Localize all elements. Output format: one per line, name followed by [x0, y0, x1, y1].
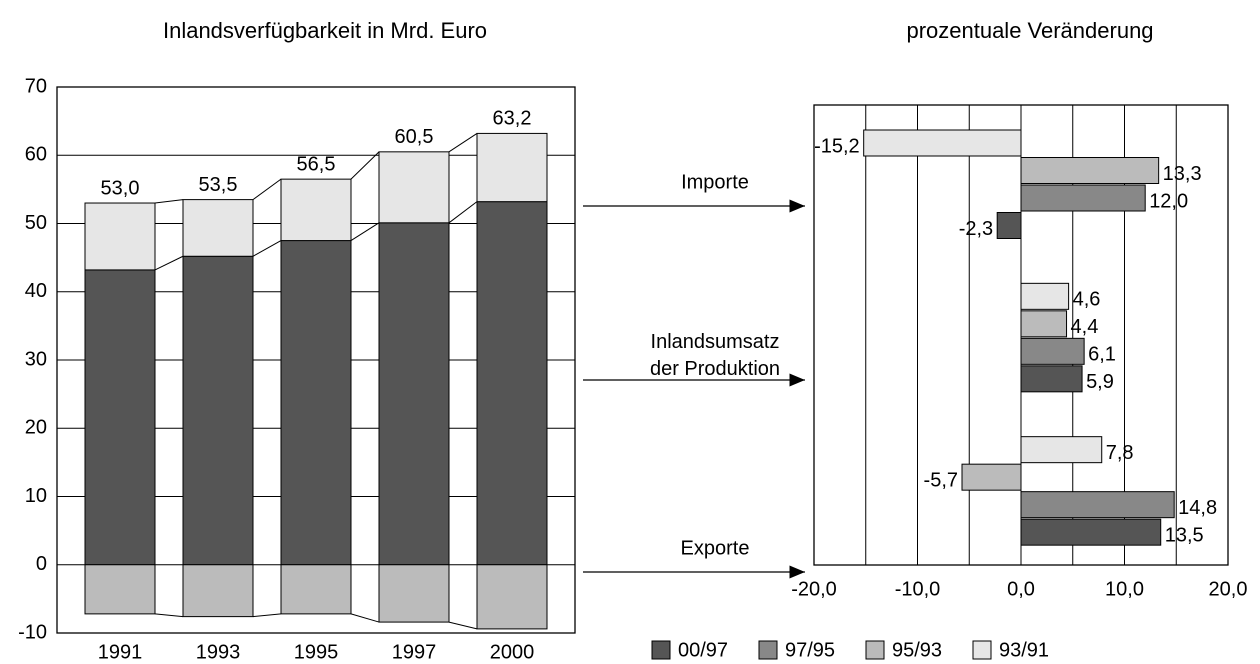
legend-label: 95/93: [892, 639, 942, 661]
total-label: 53,0: [101, 177, 140, 199]
bar-segment: [84, 202, 156, 271]
x-tick-label: 2000: [490, 641, 535, 663]
x-tick-label: 1995: [294, 641, 339, 663]
bar: [1020, 518, 1162, 546]
chart-title: prozentuale Veränderung: [906, 18, 1153, 43]
x-tick-label: 0,0: [1007, 578, 1035, 600]
y-tick-label: 40: [25, 280, 47, 302]
y-tick-label: 10: [25, 485, 47, 507]
bar-segment: [182, 564, 254, 618]
bar: [961, 463, 1022, 491]
value-label: 13,5: [1165, 524, 1204, 546]
legend-swatch: [758, 640, 778, 660]
bar-segment: [182, 255, 254, 566]
plot-frame: [813, 104, 1229, 566]
legend-label: 00/97: [678, 639, 728, 661]
arrows: [583, 199, 805, 579]
category-label: Exporte: [681, 537, 750, 559]
bar: [1020, 337, 1085, 365]
bar: [1020, 310, 1068, 338]
bar: [863, 129, 1022, 157]
connector: [448, 132, 478, 153]
legend-label: 97/95: [785, 639, 835, 661]
y-tick-label: 50: [25, 212, 47, 234]
value-label: -5,7: [924, 469, 958, 491]
legend-swatch: [972, 640, 992, 660]
connector: [350, 613, 380, 623]
value-label: 14,8: [1178, 497, 1217, 519]
connector: [350, 222, 380, 241]
connector: [252, 240, 282, 257]
bar: [1020, 436, 1103, 464]
value-label: 13,3: [1163, 163, 1202, 185]
legend-swatch: [865, 640, 885, 660]
plot-frame: [56, 86, 576, 634]
bar-segment: [280, 240, 352, 566]
connector: [448, 621, 478, 630]
bar-segment: [476, 564, 548, 630]
y-tick-label: 30: [25, 348, 47, 370]
x-tick-label: 10,0: [1105, 578, 1144, 600]
bar: [1020, 157, 1160, 184]
connector: [350, 151, 380, 180]
value-label: 6,1: [1088, 344, 1116, 366]
value-label: 5,9: [1086, 371, 1114, 393]
bar: [1020, 282, 1070, 310]
bar-segment: [378, 222, 450, 566]
bar-segment: [280, 178, 352, 242]
connector: [448, 201, 478, 224]
x-tick-label: 1993: [196, 641, 241, 663]
bar: [996, 212, 1022, 239]
bar-segment: [378, 564, 450, 623]
value-label: 12,0: [1149, 190, 1188, 212]
bar-segment: [84, 269, 156, 566]
x-tick-label: -20,0: [791, 578, 837, 600]
connector: [252, 178, 282, 201]
bar-segment: [378, 151, 450, 224]
bar-segment: [84, 564, 156, 615]
bar-segment: [280, 564, 352, 615]
connector: [154, 255, 184, 271]
category-label: Inlandsumsatz der Produktion: [650, 331, 780, 380]
total-label: 60,5: [395, 126, 434, 148]
x-tick-label: 1991: [98, 641, 143, 663]
total-label: 63,2: [493, 108, 532, 130]
total-label: 53,5: [199, 174, 238, 196]
bar-segment: [476, 201, 548, 566]
y-tick-label: 20: [25, 417, 47, 439]
legend-label: 93/91: [999, 639, 1049, 661]
value-label: 7,8: [1106, 442, 1134, 464]
connector: [252, 613, 282, 618]
value-label: 4,4: [1071, 316, 1099, 338]
category-label: Importe: [681, 171, 749, 193]
y-tick-label: 60: [25, 144, 47, 166]
y-tick-label: 70: [25, 75, 47, 97]
value-label: 4,6: [1073, 289, 1101, 311]
connector: [154, 613, 184, 618]
bar: [1020, 491, 1175, 519]
bar: [1020, 184, 1146, 212]
total-label: 56,5: [297, 153, 336, 175]
bar-segment: [182, 199, 254, 257]
value-label: -2,3: [959, 218, 993, 240]
chart-title: Inlandsverfügbarkeit in Mrd. Euro: [163, 18, 487, 43]
legend-swatch: [651, 640, 671, 660]
y-tick-label: -10: [18, 621, 47, 643]
bar: [1020, 365, 1083, 393]
bar-segment: [476, 132, 548, 203]
x-tick-label: -10,0: [895, 578, 941, 600]
x-tick-label: 20,0: [1209, 578, 1248, 600]
x-tick-label: 1997: [392, 641, 437, 663]
connector: [154, 199, 184, 204]
y-tick-label: 0: [36, 553, 47, 575]
value-label: -15,2: [814, 135, 860, 157]
